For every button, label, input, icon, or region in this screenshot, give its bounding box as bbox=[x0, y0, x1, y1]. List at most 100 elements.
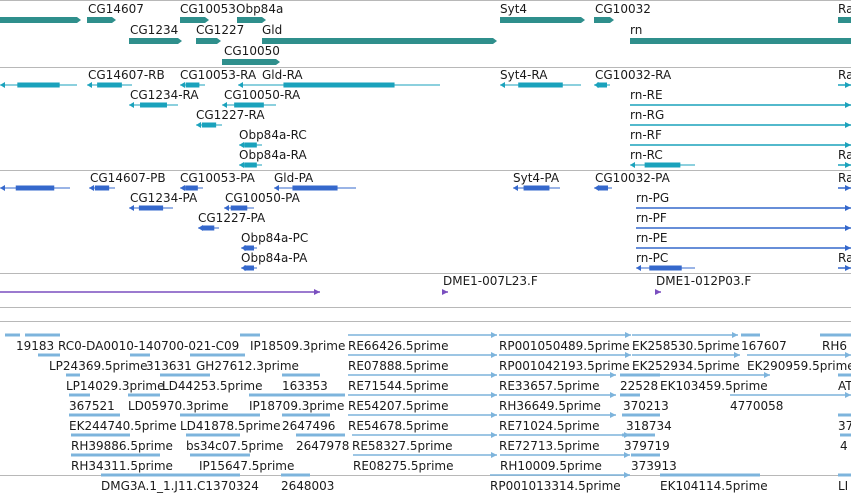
proteins-feature[interactable]: CG10032-PA bbox=[594, 171, 671, 191]
ests-feature[interactable]: RE54678.5prime bbox=[348, 412, 497, 433]
transcripts-feature[interactable]: CG1234-RA bbox=[129, 88, 199, 108]
ests-feature[interactable]: 2647496 bbox=[282, 413, 335, 434]
genes-feature[interactable] bbox=[0, 17, 81, 23]
ests-feature[interactable]: 379719 bbox=[622, 433, 670, 454]
genes-feature[interactable]: CG10050 bbox=[222, 44, 280, 65]
transcripts-feature[interactable]: rn-RE bbox=[630, 88, 851, 108]
ests-feature[interactable]: RP001042193.5prime bbox=[499, 352, 631, 373]
genes-feature[interactable]: Syt4 bbox=[500, 2, 585, 23]
clones-feature[interactable]: DME1-007L23.F bbox=[442, 274, 538, 295]
ests-feature[interactable]: 37 bbox=[838, 413, 851, 434]
ests-feature[interactable]: DMG3A.1_1.J11.C1370324 bbox=[101, 473, 259, 494]
ests-feature[interactable]: bs34c07.5prime bbox=[186, 433, 283, 454]
proteins-feature[interactable]: rn-PF bbox=[636, 211, 851, 231]
transcripts-feature[interactable]: Ra bbox=[838, 148, 851, 168]
ests-feature[interactable]: 19183 bbox=[5, 333, 54, 354]
ests-feature[interactable]: RH34311.5prime bbox=[71, 453, 173, 474]
genes-feature[interactable]: Obp84a bbox=[236, 2, 283, 23]
ests-feature[interactable]: 367521 bbox=[69, 393, 115, 414]
ests-feature[interactable]: 4770058 bbox=[730, 392, 851, 413]
proteins-feature[interactable]: Ra bbox=[838, 251, 851, 271]
transcripts-feature[interactable]: CG10053-RA bbox=[180, 68, 257, 88]
ests-feature[interactable]: IP15647.5prime bbox=[190, 453, 294, 474]
clones-feature[interactable] bbox=[0, 289, 320, 295]
ests-feature[interactable]: EK244740.5prime bbox=[69, 413, 177, 434]
ests-feature[interactable]: RP001050489.5prime bbox=[499, 332, 631, 353]
genes-feature[interactable]: rn bbox=[630, 23, 851, 44]
transcripts-feature[interactable]: rn-RC bbox=[630, 148, 695, 168]
transcripts-feature[interactable]: Gld-RA bbox=[238, 68, 440, 88]
ests-feature[interactable]: RP001013314.5prime bbox=[490, 472, 630, 493]
proteins-feature[interactable]: Ra bbox=[838, 171, 851, 191]
ests-feature[interactable]: LP24369.5prime bbox=[38, 353, 148, 374]
ests-feature[interactable]: EK258530.5prime bbox=[632, 332, 740, 353]
transcripts-feature[interactable]: Obp84a-RC bbox=[239, 128, 307, 148]
ests-feature[interactable]: 313631 bbox=[130, 353, 192, 374]
ests-feature[interactable]: RE08275.5prime bbox=[353, 452, 497, 473]
ests-feature[interactable]: 2648003 bbox=[281, 473, 334, 494]
ests-feature[interactable]: EK290959.5prime bbox=[747, 352, 851, 373]
ests-feature[interactable]: RH39886.5prime bbox=[71, 433, 173, 454]
proteins-feature[interactable]: Obp84a-PA bbox=[241, 251, 308, 271]
proteins-feature[interactable] bbox=[0, 185, 70, 191]
ests-feature[interactable]: 167607 bbox=[741, 333, 787, 354]
genes-feature[interactable]: CG1227 bbox=[196, 23, 244, 44]
ests-feature[interactable]: 318734 bbox=[622, 413, 672, 434]
proteins-feature[interactable]: rn-PC bbox=[636, 251, 695, 271]
ests-feature[interactable]: RE07888.5prime bbox=[348, 352, 497, 373]
ests-feature[interactable]: LD44253.5prime bbox=[160, 373, 263, 394]
ests-feature[interactable]: RE58327.5prime bbox=[352, 432, 497, 453]
proteins-feature[interactable]: Gld-PA bbox=[274, 171, 356, 191]
transcripts-feature[interactable]: CG10032-RA bbox=[594, 68, 672, 88]
ests-feature[interactable]: RH36649.5prime bbox=[499, 392, 616, 413]
transcripts-feature[interactable]: CG14607-RB bbox=[87, 68, 165, 88]
genes-feature[interactable]: CG10032 bbox=[594, 2, 651, 23]
genes-feature[interactable]: Gld bbox=[262, 23, 497, 44]
ests-feature[interactable]: RE72713.5prime bbox=[499, 432, 630, 453]
ests-feature[interactable]: 22528 bbox=[620, 373, 660, 394]
ests-feature[interactable]: 2647978 bbox=[296, 433, 349, 454]
genes-feature[interactable]: CG1234 bbox=[129, 23, 182, 44]
ests-feature[interactable]: LP14029.3prime bbox=[66, 373, 165, 394]
proteins-feature[interactable]: CG10050-PA bbox=[224, 191, 301, 211]
transcripts-feature[interactable]: Syt4-RA bbox=[500, 68, 581, 88]
transcripts-feature[interactable]: Ra bbox=[838, 68, 851, 88]
ests-feature[interactable]: RE71544.5prime bbox=[348, 372, 497, 393]
clones-feature[interactable]: DME1-012P03.F bbox=[655, 274, 751, 295]
ests-feature[interactable]: GH27612.3prime bbox=[190, 353, 299, 374]
ests-feature[interactable]: AT bbox=[838, 373, 851, 394]
genes-feature[interactable]: CG14607 bbox=[87, 2, 144, 23]
transcripts-feature[interactable] bbox=[0, 82, 77, 88]
ests-feature[interactable]: RH6 bbox=[820, 333, 851, 354]
transcripts-feature[interactable]: Obp84a-RA bbox=[239, 148, 307, 168]
proteins-feature[interactable]: CG1234-PA bbox=[129, 191, 198, 211]
transcripts-feature[interactable]: rn-RG bbox=[630, 108, 851, 128]
proteins-feature[interactable]: CG10053-PA bbox=[180, 171, 256, 191]
ests-feature[interactable]: RE66426.5prime bbox=[348, 332, 497, 353]
ests-feature[interactable]: 370213 bbox=[620, 393, 669, 414]
proteins-feature[interactable]: rn-PE bbox=[636, 231, 851, 251]
ests-feature[interactable]: 4 bbox=[840, 433, 851, 454]
ests-feature[interactable]: IP18509.3prime bbox=[240, 333, 345, 354]
ests-feature[interactable]: LD41878.5prime bbox=[180, 413, 281, 434]
ests-feature[interactable]: IP18709.3prime bbox=[249, 393, 345, 414]
ests-feature[interactable]: LD05970.3prime bbox=[128, 393, 229, 414]
ests-feature[interactable]: RE71024.5prime bbox=[499, 412, 616, 433]
ests-feature[interactable]: RC0-DA0010-140700-021-C09 bbox=[25, 333, 239, 354]
genes-feature[interactable]: Ra bbox=[838, 2, 851, 23]
proteins-feature[interactable]: CG14607-PB bbox=[89, 171, 166, 191]
transcripts-feature[interactable]: CG1227-RA bbox=[196, 108, 265, 128]
proteins-feature[interactable]: rn-PG bbox=[636, 191, 851, 211]
transcripts-feature[interactable]: rn-RF bbox=[630, 128, 851, 148]
ests-feature[interactable]: LI bbox=[838, 473, 851, 494]
ests-feature[interactable]: 163353 bbox=[282, 373, 328, 394]
ests-feature[interactable]: EK104114.5prime bbox=[660, 473, 768, 494]
transcripts-feature[interactable]: CG10050-RA bbox=[222, 88, 301, 108]
proteins-feature[interactable]: CG1227-PA bbox=[198, 211, 266, 231]
proteins-feature[interactable]: Obp84a-PC bbox=[241, 231, 308, 251]
genes-feature[interactable]: CG10053 bbox=[180, 2, 236, 23]
ests-feature[interactable]: RE33657.5prime bbox=[499, 372, 616, 393]
ests-feature[interactable]: EK103459.5prime bbox=[660, 372, 770, 393]
ests-feature[interactable]: RE54207.5prime bbox=[348, 392, 497, 413]
proteins-feature[interactable]: Syt4-PA bbox=[513, 171, 560, 191]
